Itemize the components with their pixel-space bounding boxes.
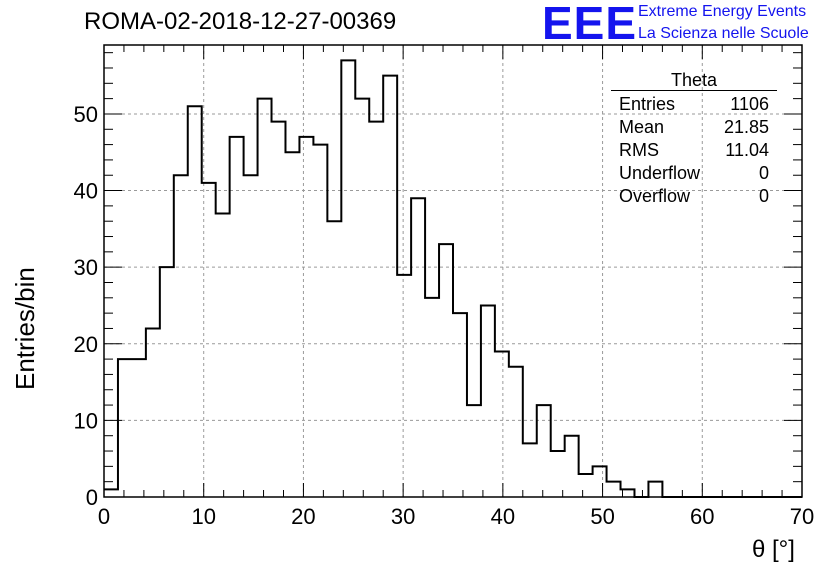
x-tick-label: 30	[391, 504, 415, 529]
histogram-bin	[551, 451, 565, 497]
histogram-bin	[146, 328, 160, 497]
x-tick-label: 40	[491, 504, 515, 529]
histogram-bin	[467, 405, 481, 497]
chart-title: ROMA-02-2018-12-27-00369	[84, 8, 397, 35]
stats-row-mean: Mean 21.85	[611, 116, 777, 139]
histogram-bin	[369, 122, 383, 497]
histogram-bin	[648, 482, 662, 497]
histogram-outline	[104, 59, 802, 498]
histogram-bin	[509, 367, 523, 497]
x-tick-label: 70	[790, 504, 814, 529]
histogram-bin	[481, 305, 495, 497]
x-axis-label: θ [°]	[752, 536, 795, 563]
stats-label: Overflow	[619, 186, 691, 206]
x-tick-label: 10	[191, 504, 215, 529]
histogram-bin	[425, 298, 439, 497]
stats-row-underflow: Underflow 0	[611, 162, 777, 185]
y-tick-label: 30	[74, 255, 98, 280]
histogram-bin	[258, 99, 272, 497]
histogram-bin	[313, 145, 327, 497]
histogram-bin	[285, 152, 299, 497]
y-tick-label: 10	[74, 408, 98, 433]
eee-logo: EEE	[542, 0, 638, 49]
y-tick-label: 0	[86, 485, 98, 510]
stats-value: 11.04	[725, 140, 769, 160]
stats-value: 0	[758, 186, 769, 206]
histogram-bin	[118, 359, 132, 497]
histogram-bin	[607, 482, 621, 497]
histogram-bin	[174, 175, 188, 497]
y-tick-label: 40	[74, 179, 98, 204]
stats-row-entries: Entries 1106	[611, 93, 777, 116]
y-axis-label: Entries/bin	[10, 267, 40, 390]
histogram-bin	[621, 489, 635, 497]
stats-label: Entries	[619, 94, 676, 114]
histogram-bin	[565, 436, 579, 497]
stats-label: RMS	[619, 140, 659, 160]
histogram-bin	[593, 466, 607, 497]
histogram-bin	[341, 60, 355, 497]
histogram-bin	[411, 198, 425, 497]
histogram-bin	[439, 244, 453, 497]
histogram-bin	[188, 106, 202, 497]
histogram-bin	[230, 137, 244, 497]
stats-label: Mean	[619, 117, 665, 137]
histogram-bin	[495, 351, 509, 497]
stats-row-overflow: Overflow 0	[611, 185, 777, 208]
histogram-bin	[299, 137, 313, 497]
plot-frame	[103, 44, 803, 498]
histogram-bin	[397, 275, 411, 497]
histogram-bin	[523, 443, 537, 497]
stats-value: 0	[758, 163, 769, 183]
histogram-bin	[244, 175, 258, 497]
histogram-bin	[383, 76, 397, 497]
stats-value: 21.85	[723, 117, 769, 137]
x-tick-label: 60	[690, 504, 714, 529]
y-tick-label: 20	[74, 332, 98, 357]
stats-value: 1106	[730, 94, 769, 114]
histogram-bin	[453, 313, 467, 497]
stats-label: Underflow	[619, 163, 701, 183]
y-tick-label: 50	[74, 102, 98, 127]
histogram-bin	[132, 359, 146, 497]
histogram-bin	[104, 489, 118, 497]
histogram-bin	[216, 214, 230, 497]
logo-subtitle-1: Extreme Energy Events	[638, 3, 807, 20]
histogram-bin	[160, 267, 174, 497]
logo-subtitle-2: La Scienza nelle Scuole	[638, 25, 809, 42]
x-tick-label: 0	[98, 504, 110, 529]
stats-row-rms: RMS 11.04	[611, 139, 777, 162]
histogram-bin	[202, 183, 216, 497]
histogram-bin	[537, 405, 551, 497]
x-tick-label: 20	[291, 504, 315, 529]
histogram-bin	[327, 221, 341, 497]
stats-title: Theta	[611, 70, 777, 91]
histogram-bin	[272, 122, 286, 497]
histogram-bin	[355, 99, 369, 497]
x-tick-label: 50	[590, 504, 614, 529]
stats-box: Theta Entries 1106 Mean 21.85 RMS 11.04 …	[611, 70, 777, 208]
histogram-bin	[579, 474, 593, 497]
